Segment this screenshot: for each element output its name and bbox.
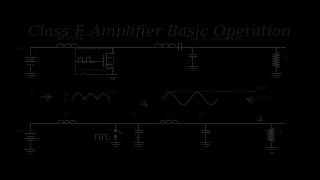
Text: 0: 0 [158,94,162,99]
Text: $C_1$: $C_1$ [131,110,139,119]
Text: RF choke: RF choke [58,36,83,41]
Text: $V_{peak}$: $V_{peak}$ [256,84,270,94]
Text: $I_{C_1}(t)$: $I_{C_1}(t)$ [132,142,144,152]
Text: Class E Amplifier Basic Operation: Class E Amplifier Basic Operation [28,25,292,39]
Text: $L_1$: $L_1$ [63,110,71,119]
Text: +: + [33,129,38,133]
Text: $V_{dc}$: $V_{dc}$ [63,90,73,99]
Text: $i_{dc}$: $i_{dc}$ [29,88,37,97]
Text: $V_{dc}$: $V_{dc}$ [15,44,25,53]
Text: $L_2$: $L_2$ [165,110,172,119]
Text: $V_1(t)$: $V_1(t)$ [106,87,118,96]
Text: Square-wave: Square-wave [80,68,107,72]
Text: $R_L$: $R_L$ [282,53,290,62]
Text: +: + [33,52,38,57]
Text: $C_2$: $C_2$ [198,110,206,119]
Text: High-Q resonant LC: High-Q resonant LC [188,36,242,41]
Text: 0: 0 [62,97,66,102]
Bar [75,48,113,74]
Text: $V_{dc}$: $V_{dc}$ [15,126,25,134]
Text: $R_L$: $R_L$ [277,127,285,136]
Text: drive: drive [82,71,92,75]
Text: $V_{out}(t)$: $V_{out}(t)$ [255,93,271,102]
Text: $C_1$: $C_1$ [185,58,193,67]
